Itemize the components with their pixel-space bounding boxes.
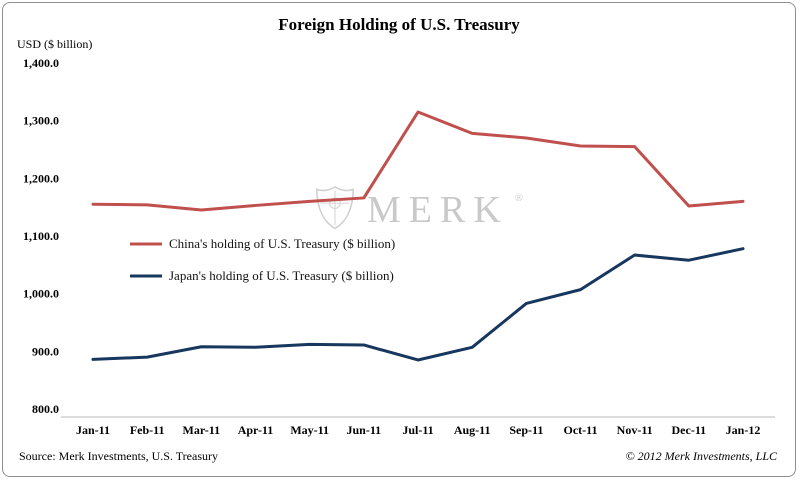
x-tick-label: Aug-11 — [454, 423, 491, 437]
y-tick-label: 1,200.0 — [23, 171, 59, 185]
series-line-japan — [91, 247, 745, 362]
merk-crest-icon — [313, 181, 357, 238]
x-tick-label: Feb-11 — [130, 423, 165, 437]
x-tick-label: Nov-11 — [617, 423, 653, 437]
legend-label-china: China's holding of U.S. Treasury ($ bill… — [169, 236, 395, 251]
y-tick-label: 1,400.0 — [23, 56, 59, 70]
y-tick-label: 1,300.0 — [23, 114, 59, 128]
x-tick-label: Apr-11 — [238, 423, 274, 437]
merk-watermark-text: MERK — [367, 188, 509, 231]
copyright-note: © 2012 Merk Investments, LLC — [625, 449, 777, 463]
x-tick-label: Jan-11 — [76, 423, 110, 437]
x-tick-label: Jul-11 — [402, 423, 433, 437]
series-line-china — [91, 110, 745, 212]
y-tick-label: 900.0 — [32, 344, 59, 358]
registered-mark: ® — [514, 191, 524, 204]
x-tick-label: Oct-11 — [564, 423, 598, 437]
chart-title: Foreign Holding of U.S. Treasury — [278, 15, 520, 34]
y-axis-title: USD ($ billion) — [17, 37, 93, 51]
x-tick-label: Sep-11 — [509, 423, 543, 437]
y-tick-label: 1,000.0 — [23, 287, 59, 301]
x-tick-label: Jan-12 — [726, 423, 761, 437]
x-tick-label: May-11 — [290, 423, 329, 437]
x-tick-label: Mar-11 — [183, 423, 221, 437]
y-tick-label: 800.0 — [32, 402, 59, 416]
legend-label-japan: Japan's holding of U.S. Treasury ($ bill… — [169, 268, 394, 283]
y-tick-label: 1,100.0 — [23, 229, 59, 243]
merk-watermark: MERK ® — [313, 181, 527, 238]
x-tick-label: Dec-11 — [672, 423, 707, 437]
line-chart: 800.0 900.0 1,000.0 1,100.0 1,200.0 1,300.0 1,… — [23, 56, 775, 437]
source-note: Source: Merk Investments, U.S. Treasury — [19, 449, 218, 463]
x-tick-label: Jun-11 — [346, 423, 381, 437]
